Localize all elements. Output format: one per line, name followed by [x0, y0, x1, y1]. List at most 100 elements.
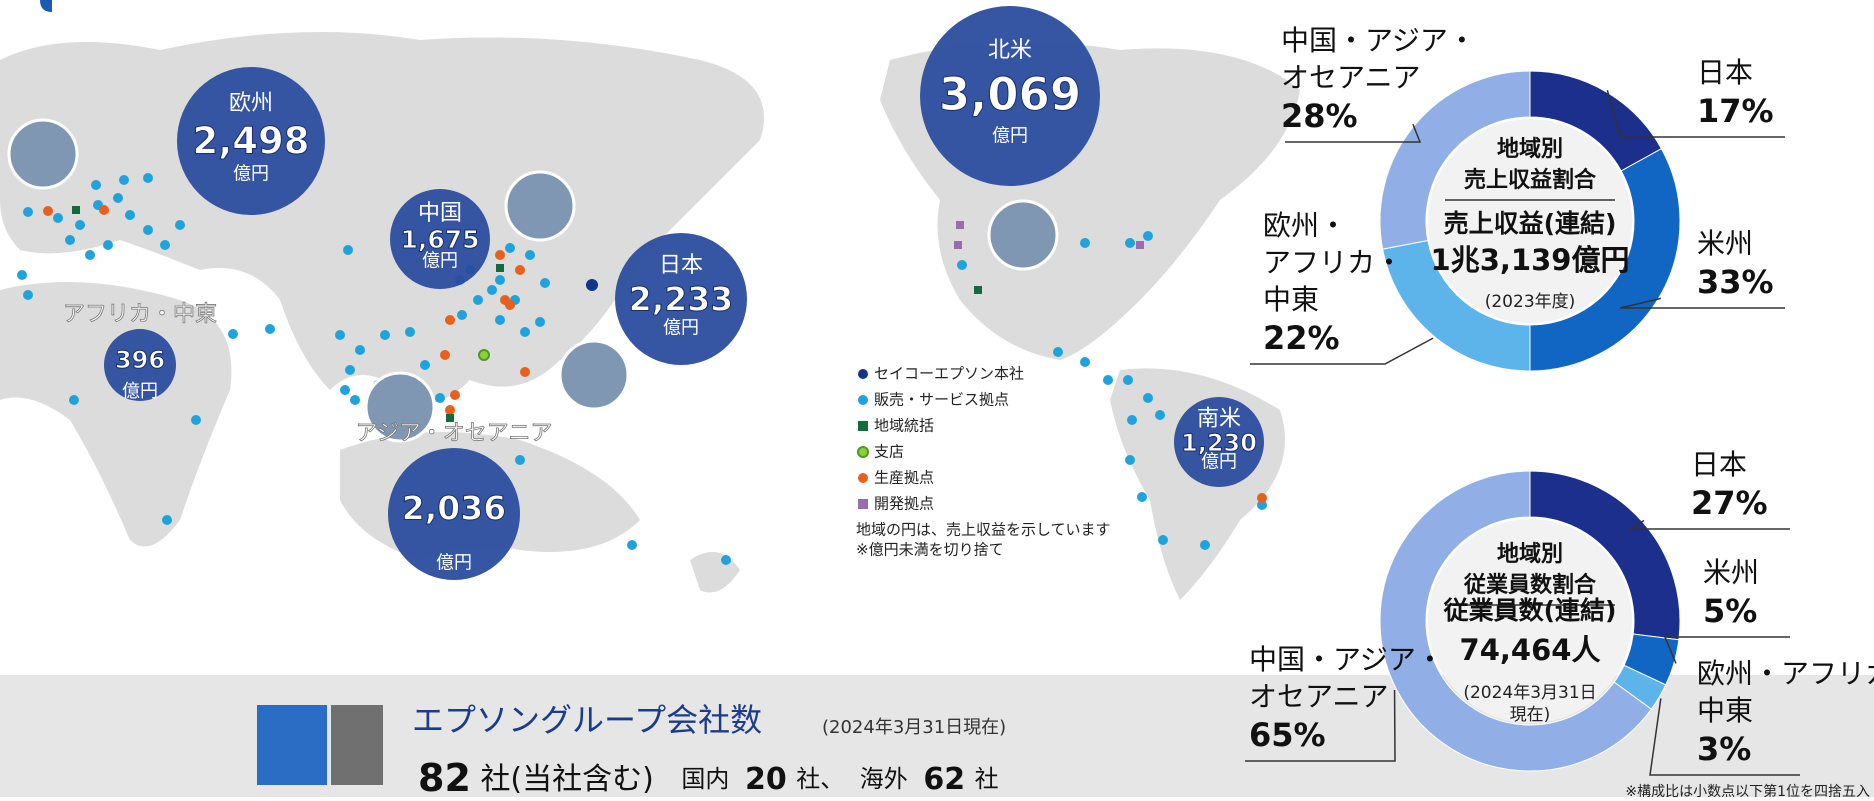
- donut-segment: [1379, 70, 1531, 250]
- sales-site: [160, 240, 170, 250]
- sales-site: [125, 210, 135, 220]
- legend-marker: [858, 369, 868, 379]
- sales-site: [405, 327, 415, 337]
- sales-site: [505, 243, 515, 253]
- region-circle: [615, 233, 747, 365]
- building-icon: [257, 705, 383, 785]
- sales-site: [1103, 375, 1113, 385]
- sales-site: [265, 324, 275, 334]
- sales-site: [350, 395, 360, 405]
- region-circle: [104, 329, 176, 401]
- donut-note: (2024年3月31日現在): [1463, 683, 1596, 725]
- sales-site: [355, 345, 365, 355]
- sales-site: [540, 278, 550, 288]
- donut-category: 米州: [1697, 227, 1753, 260]
- legend-marker: [858, 421, 868, 431]
- domestic-label: 国内: [681, 765, 729, 793]
- sales-site: [487, 285, 497, 295]
- leader-line: [1250, 337, 1434, 365]
- branch: [478, 349, 490, 361]
- overseas: 62: [923, 762, 965, 797]
- sales-site: [1257, 500, 1267, 510]
- dev-site: [1136, 241, 1144, 249]
- region-name: アフリカ・中東: [63, 302, 217, 327]
- sales-site: [520, 327, 530, 337]
- company-counts: 82 社(当社含む) 国内 20 社、 海外 62 社: [418, 756, 999, 798]
- photo: [7, 118, 79, 190]
- sales-site: [380, 330, 390, 340]
- region-name: 欧州: [229, 91, 273, 116]
- donut-category: 中国・アジア・オセアニア: [1281, 24, 1476, 94]
- donut-value-label: 17%: [1697, 92, 1774, 130]
- sales-site: [627, 540, 637, 550]
- donut-category: 日本: [1697, 56, 1753, 89]
- donut-category: 欧州・アフリカ・中東: [1263, 209, 1403, 316]
- production-site: [445, 315, 455, 325]
- regional-hq: [496, 264, 504, 272]
- leader-line: [1619, 297, 1785, 309]
- leader-line: [1649, 698, 1800, 776]
- sales-site: [91, 180, 101, 190]
- sales-site: [525, 250, 535, 260]
- regional-hq: [446, 414, 454, 422]
- corner-mark: [40, 0, 52, 12]
- regional-hq: [72, 206, 80, 214]
- site-markers: [17, 173, 1267, 565]
- sales-site: [17, 270, 27, 280]
- donut-value-label: 65%: [1249, 716, 1326, 754]
- region-circle: [1174, 397, 1264, 487]
- total: 82: [418, 756, 471, 798]
- sales-site: [162, 515, 172, 525]
- region-value: 3,069: [939, 68, 1081, 121]
- production-site: [43, 206, 53, 216]
- sales-site: [69, 395, 79, 405]
- head-office: [586, 279, 598, 291]
- sales-site: [1123, 375, 1133, 385]
- region-value: 396: [115, 346, 165, 374]
- map-note: 地域の円は、売上収益を示しています: [856, 521, 1111, 539]
- total-unit: 社(当社含む): [480, 762, 653, 797]
- sales-site: [957, 260, 967, 270]
- sales-site: [53, 213, 63, 223]
- photo: [987, 199, 1059, 271]
- region-circle: [920, 6, 1100, 186]
- legend-marker: [858, 395, 868, 405]
- production-site: [450, 390, 460, 400]
- sales-site: [721, 555, 731, 565]
- production-site: [440, 350, 450, 360]
- sales-site: [23, 290, 33, 300]
- dev-site: [954, 241, 962, 249]
- leader-line: [1606, 89, 1785, 138]
- legend-label: 開発拠点: [874, 495, 934, 513]
- regional-hq: [974, 286, 982, 294]
- sales-site: [23, 207, 33, 217]
- sales-site: [1125, 238, 1135, 248]
- map-note: ※億円未満を切り捨て: [856, 541, 1004, 559]
- production-site: [495, 250, 505, 260]
- region-unit: 億円: [1201, 451, 1237, 472]
- legend-label: 販売・サービス拠点: [874, 391, 1009, 409]
- region-unit: 億円: [992, 126, 1028, 147]
- sales-site: [343, 245, 353, 255]
- sales-site: [1158, 535, 1168, 545]
- sales-site: [1053, 347, 1063, 357]
- sales-site: [495, 315, 505, 325]
- sales-site: [103, 240, 113, 250]
- production-site: [515, 265, 525, 275]
- donut-value-label: 33%: [1697, 263, 1774, 301]
- region-unit: 億円: [663, 318, 699, 339]
- sales-site: [1200, 540, 1210, 550]
- region-name: 日本: [659, 253, 703, 278]
- production-site: [520, 367, 530, 377]
- region-unit: 億円: [422, 251, 458, 272]
- sales-site: [1143, 231, 1153, 241]
- sales-site: [1137, 492, 1147, 502]
- sales-site: [420, 360, 430, 370]
- legend-marker: [858, 473, 868, 483]
- sales-site: [515, 455, 525, 465]
- leader-line: [1245, 690, 1396, 762]
- production-site: [1257, 493, 1267, 503]
- leader-line: [1627, 519, 1790, 530]
- donut-value-label: 3%: [1697, 730, 1751, 768]
